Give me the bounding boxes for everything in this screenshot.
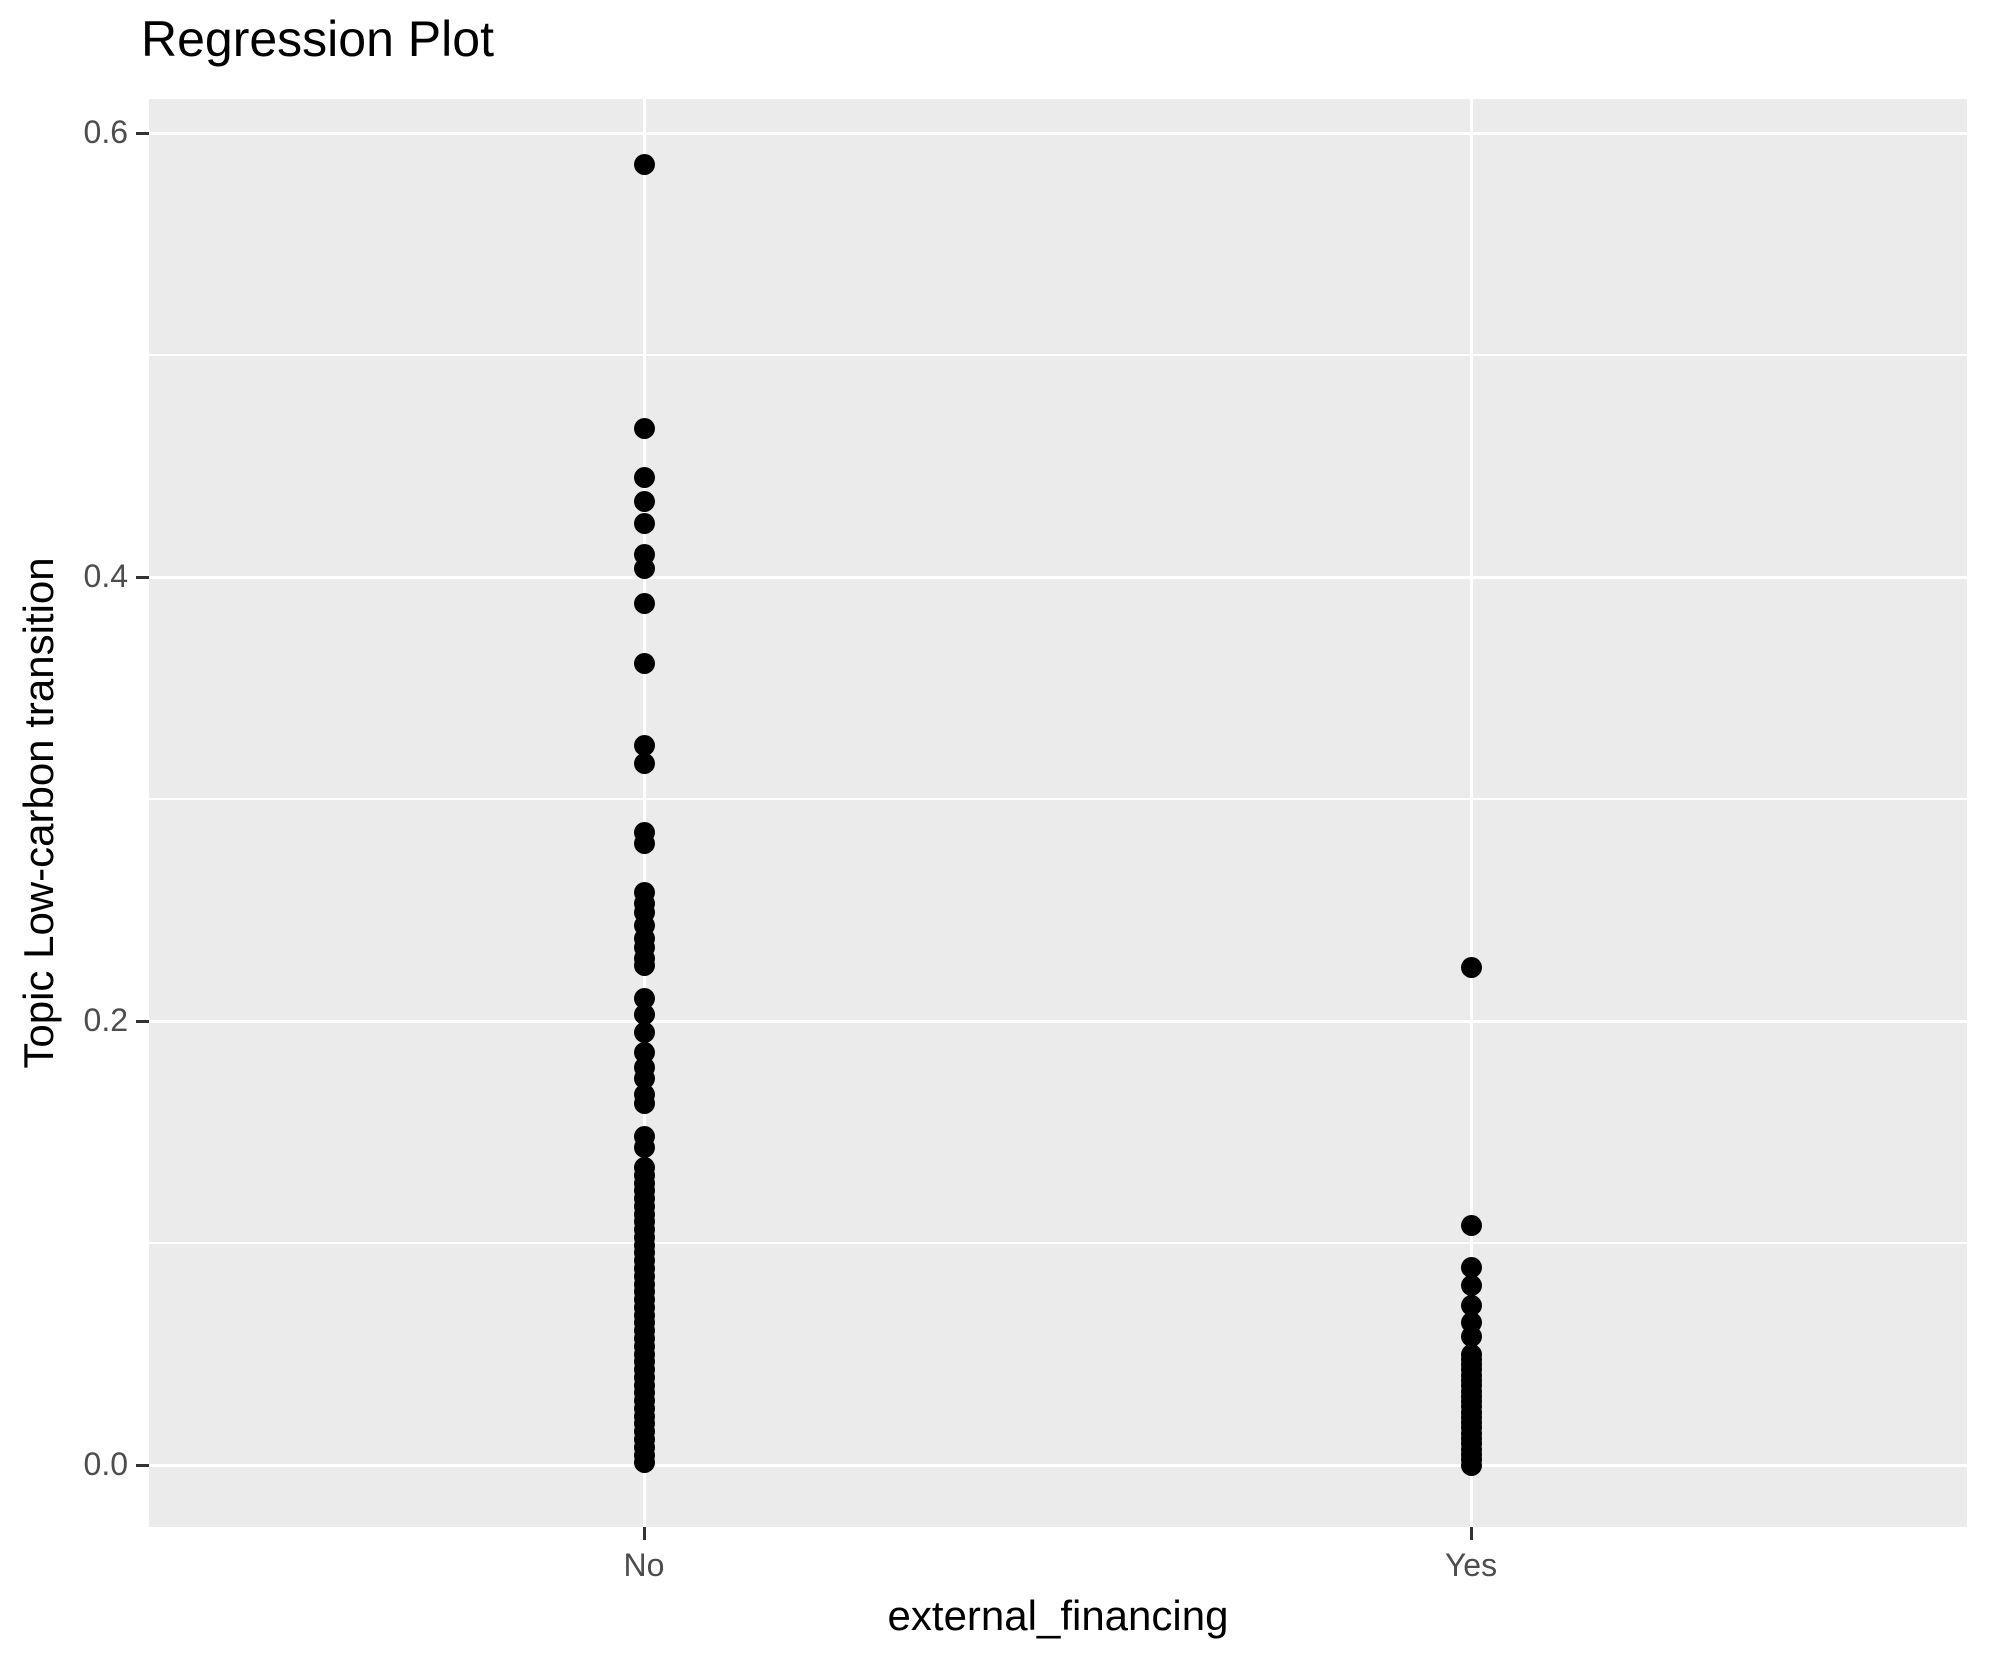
major-gridline xyxy=(149,131,1967,135)
x-tick xyxy=(642,1527,646,1540)
data-point xyxy=(1460,1256,1482,1278)
data-point xyxy=(1460,1214,1482,1236)
data-point xyxy=(633,153,655,175)
category-gridline xyxy=(642,99,646,1527)
x-axis-title: external_financing xyxy=(887,1592,1229,1639)
major-gridline xyxy=(149,1019,1967,1023)
data-point xyxy=(633,1092,655,1114)
category-gridline xyxy=(1469,99,1473,1527)
y-tick-label: 0.0 xyxy=(83,1445,128,1482)
y-tick-label: 0.2 xyxy=(83,1001,128,1038)
data-point xyxy=(633,417,655,439)
x-tick-label: Yes xyxy=(1444,1547,1498,1583)
data-point xyxy=(633,988,655,1010)
data-point xyxy=(633,653,655,675)
data-point xyxy=(633,466,655,488)
y-axis-title: Topic Low-carbon transition xyxy=(15,557,62,1069)
minor-gridline xyxy=(149,354,1967,356)
x-tick-label: No xyxy=(623,1547,665,1583)
data-point xyxy=(1460,1274,1482,1296)
y-tick-label: 0.6 xyxy=(83,113,128,150)
data-point xyxy=(633,955,655,976)
data-point xyxy=(633,735,655,757)
data-point xyxy=(1460,957,1482,979)
data-point xyxy=(633,593,655,615)
major-gridline xyxy=(149,575,1967,579)
plot-title: Regression Plot xyxy=(141,11,494,67)
data-point xyxy=(633,1068,655,1090)
y-tick xyxy=(136,131,149,135)
x-tick xyxy=(1469,1527,1473,1540)
data-point xyxy=(633,1452,655,1474)
data-point xyxy=(633,513,655,535)
data-point xyxy=(633,491,655,513)
minor-gridline xyxy=(149,1242,1967,1244)
y-tick-label: 0.4 xyxy=(83,557,128,594)
data-point xyxy=(633,752,655,774)
data-point xyxy=(633,557,655,579)
data-point xyxy=(633,1003,655,1025)
y-tick xyxy=(136,575,149,579)
data-point xyxy=(633,1137,655,1159)
y-tick xyxy=(136,1463,149,1467)
data-point xyxy=(1460,1454,1482,1476)
data-point xyxy=(1460,1294,1482,1316)
y-tick xyxy=(136,1019,149,1023)
plot-panel xyxy=(149,99,1967,1527)
data-point xyxy=(1460,1325,1482,1347)
data-point xyxy=(633,832,655,854)
minor-gridline xyxy=(149,798,1967,800)
major-gridline xyxy=(149,1463,1967,1467)
data-point xyxy=(633,1021,655,1043)
